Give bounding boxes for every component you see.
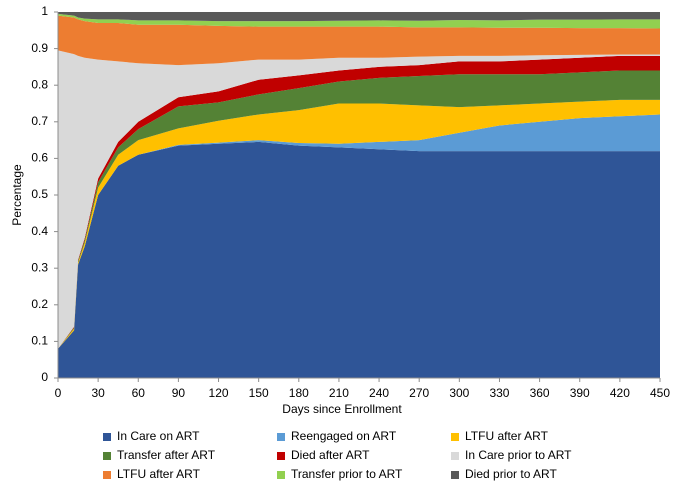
legend-label: Transfer prior to ART <box>291 467 403 481</box>
x-tick-label: 360 <box>530 386 550 400</box>
area <box>58 12 660 22</box>
x-tick-label: 210 <box>329 386 349 400</box>
area <box>58 141 660 378</box>
x-tick-label: 60 <box>132 386 146 400</box>
y-tick-label: 1 <box>41 4 48 18</box>
y-axis-label: Percentage <box>10 164 24 226</box>
area <box>58 15 660 66</box>
y-tick-label: 0.5 <box>31 187 48 201</box>
y-tick-label: 0.4 <box>31 224 48 238</box>
y-tick-label: 0.6 <box>31 151 48 165</box>
area <box>58 70 660 349</box>
legend-label: LTFU after ART <box>465 429 549 443</box>
legend-swatch <box>103 433 111 441</box>
x-tick-label: 420 <box>610 386 630 400</box>
x-tick-label: 450 <box>650 386 670 400</box>
y-tick-label: 0.1 <box>31 334 48 348</box>
area <box>58 13 660 29</box>
x-tick-label: 120 <box>209 386 229 400</box>
x-tick-label: 90 <box>172 386 186 400</box>
x-tick-label: 300 <box>449 386 469 400</box>
x-tick-label: 30 <box>91 386 105 400</box>
legend-swatch <box>451 471 459 479</box>
x-tick-label: 240 <box>369 386 389 400</box>
legend-label: Died prior to ART <box>465 467 557 481</box>
y-tick-label: 0 <box>41 370 48 384</box>
y-tick-label: 0.7 <box>31 114 48 128</box>
x-tick-label: 270 <box>409 386 429 400</box>
x-axis-label: Days since Enrollment <box>282 402 402 416</box>
legend-swatch <box>103 471 111 479</box>
y-tick-label: 0.9 <box>31 41 48 55</box>
x-tick-label: 390 <box>570 386 590 400</box>
y-tick-label: 0.8 <box>31 77 48 91</box>
y-tick-label: 0.3 <box>31 260 48 274</box>
x-tick-label: 0 <box>55 386 62 400</box>
area <box>58 50 660 349</box>
x-tick-label: 180 <box>289 386 309 400</box>
legend-swatch <box>451 452 459 460</box>
legend-label: Transfer after ART <box>117 448 216 462</box>
legend-label: Died after ART <box>291 448 370 462</box>
legend-label: In Care prior to ART <box>465 448 572 462</box>
x-tick-label: 150 <box>249 386 269 400</box>
area <box>58 114 660 349</box>
legend-swatch <box>103 452 111 460</box>
legend-label: In Care on ART <box>117 429 200 443</box>
y-tick-label: 0.2 <box>31 297 48 311</box>
legend-label: Reengaged on ART <box>291 429 397 443</box>
legend-swatch <box>451 433 459 441</box>
legend-label: LTFU after ART <box>117 467 201 481</box>
legend-swatch <box>277 471 285 479</box>
x-tick-label: 330 <box>489 386 509 400</box>
legend-swatch <box>277 433 285 441</box>
legend-swatch <box>277 452 285 460</box>
